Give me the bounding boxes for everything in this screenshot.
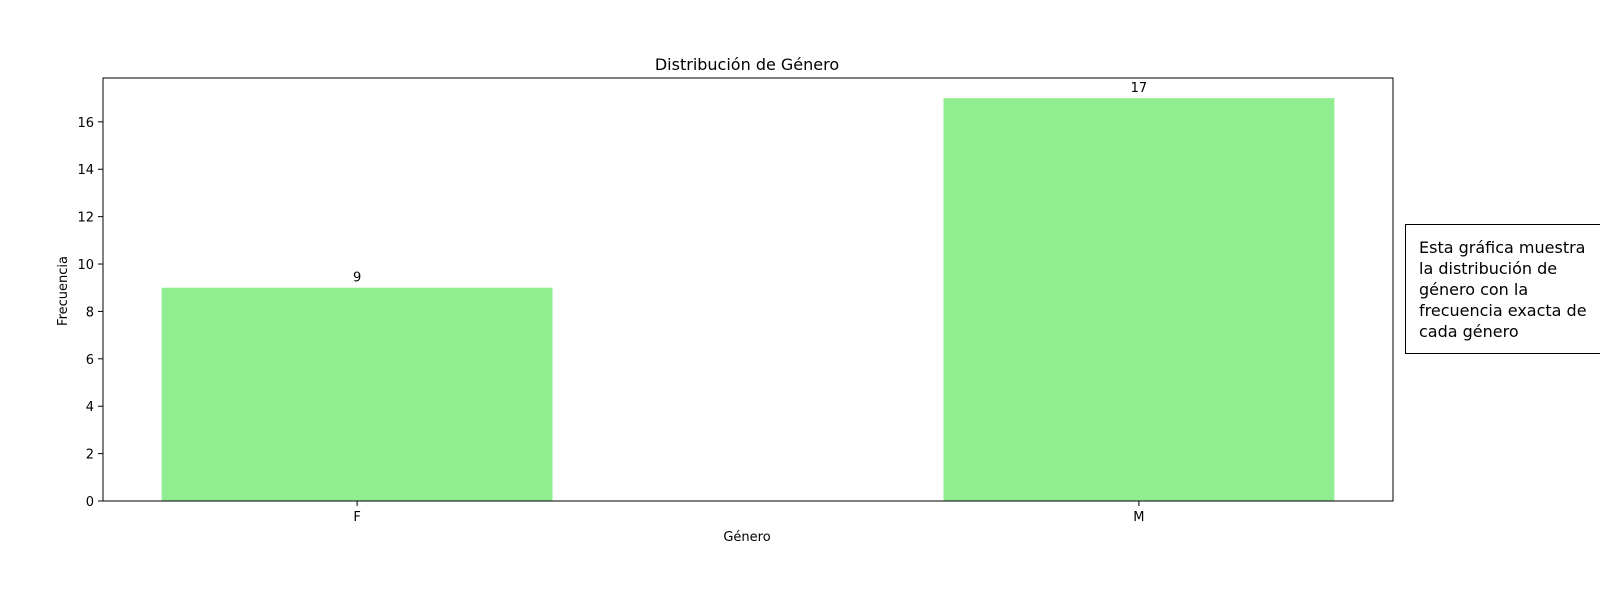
annotation-box: Esta gráfica muestra la distribución de …: [1405, 224, 1600, 354]
y-tick-label: 6: [86, 353, 94, 368]
x-axis-label: Género: [723, 530, 770, 545]
y-tick-label: 10: [77, 258, 94, 273]
chart-title: Distribución de Género: [655, 55, 839, 74]
data-label: 9: [353, 271, 361, 286]
y-tick-label: 4: [86, 400, 94, 415]
y-tick-label: 14: [77, 163, 94, 178]
x-tick-label: F: [353, 510, 360, 525]
y-tick-label: 16: [77, 116, 94, 131]
data-label: 17: [1131, 81, 1148, 96]
bar-m: [943, 98, 1335, 502]
y-axis-label: Frecuencia: [56, 256, 71, 326]
y-tick-label: 8: [86, 305, 94, 320]
x-tick-label: M: [1133, 510, 1144, 525]
y-tick-label: 0: [86, 495, 94, 510]
plot-area-frame: [102, 77, 1394, 502]
bar-f: [161, 287, 553, 501]
y-tick-label: 12: [77, 211, 94, 226]
y-tick-label: 2: [86, 448, 94, 463]
